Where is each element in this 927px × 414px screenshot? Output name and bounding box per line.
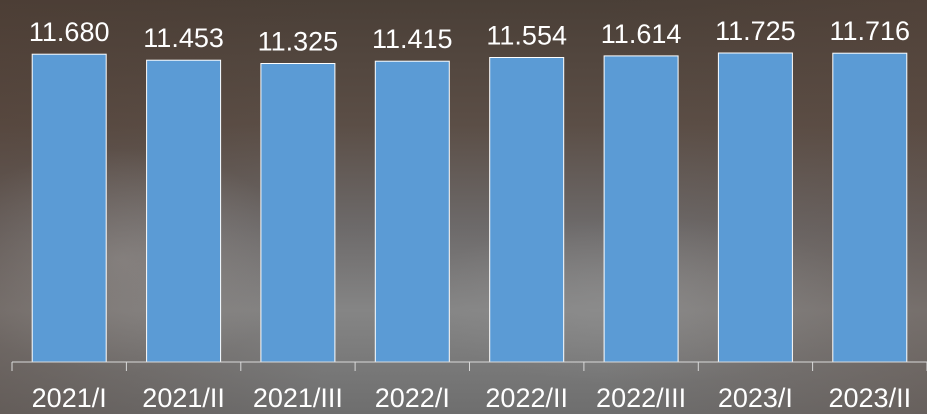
- value-label: 11.716: [830, 16, 911, 46]
- category-label: 2022/III: [596, 383, 686, 413]
- bar-2023-I: [717, 52, 793, 363]
- value-label: 11.725: [715, 16, 796, 46]
- category-label: 2022/I: [375, 383, 450, 413]
- bar-2022-III: [603, 55, 679, 363]
- value-label: 11.554: [486, 21, 567, 51]
- bars-group: [31, 52, 908, 363]
- category-label: 2022/II: [485, 383, 568, 413]
- category-label: 2023/II: [829, 383, 912, 413]
- value-label: 11.614: [601, 19, 682, 49]
- value-label: 11.453: [143, 23, 224, 53]
- category-labels-group: 2021/I 2021/II 2021/III 2022/I 2022/II 2022/I…: [32, 383, 911, 413]
- bar-2021-II: [146, 59, 222, 363]
- value-label: 11.325: [258, 27, 339, 57]
- bar-2022-II: [489, 57, 565, 363]
- category-label: 2023/I: [718, 383, 793, 413]
- bar-2021-I: [31, 53, 107, 363]
- bar-2022-I: [374, 60, 450, 363]
- category-label: 2021/I: [32, 383, 107, 413]
- x-axis: [11, 361, 927, 371]
- value-label: 11.415: [372, 24, 453, 54]
- value-labels-group: 11.680 11.453 11.325 11.415 11.554 11.614 11.7…: [29, 16, 910, 57]
- category-label: 2021/III: [253, 383, 343, 413]
- bar-2021-III: [260, 63, 336, 363]
- value-label: 11.680: [29, 17, 110, 47]
- category-label: 2021/II: [142, 383, 225, 413]
- bar-2023-II: [832, 52, 908, 363]
